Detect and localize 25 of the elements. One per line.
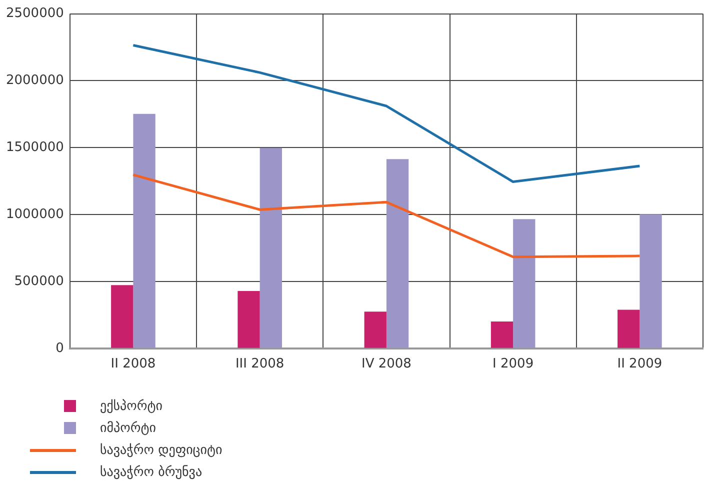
x-tick-label: I 2009 (492, 356, 534, 372)
bar (260, 148, 282, 348)
y-tick-label: 500000 (14, 274, 64, 289)
bar (618, 310, 640, 348)
x-tick-label: II 2009 (617, 356, 662, 372)
x-tick-label: II 2008 (110, 356, 156, 372)
bar (364, 312, 386, 348)
y-tick-label: 0 (56, 340, 64, 356)
bar (111, 285, 134, 348)
bar (513, 219, 536, 348)
y-tick-label: 1000000 (6, 206, 64, 222)
bar (386, 159, 409, 348)
legend-label: სავაჭრო ბრუნვა (100, 464, 202, 480)
x-tick-label: III 2008 (235, 356, 284, 372)
bar (490, 322, 514, 348)
y-tick-label: 2000000 (6, 73, 64, 88)
x-tick-label: IV 2008 (361, 356, 412, 372)
bar (133, 114, 156, 348)
legend-label: სავაჭრო დეფიციტი (100, 442, 222, 458)
y-tick-label: 2500000 (6, 6, 64, 22)
legend-label: იმპორტი (100, 420, 156, 436)
bar (238, 290, 260, 348)
legend-label: ექსპორტი (100, 398, 162, 414)
bar (640, 214, 662, 348)
y-tick-label: 1500000 (6, 140, 64, 156)
